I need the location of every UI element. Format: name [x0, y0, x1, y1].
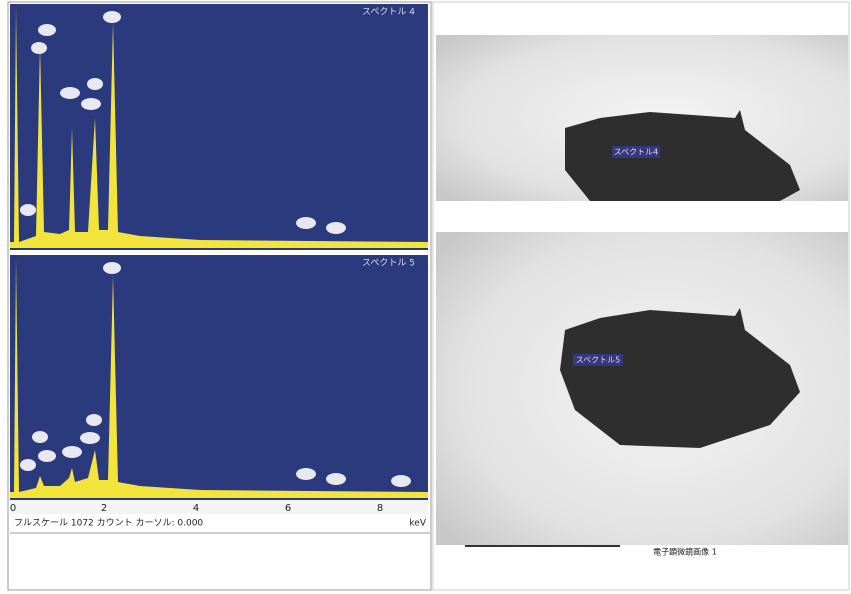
image-label: スペクトル4	[614, 148, 659, 157]
spectrum-1: スペクトル 4	[10, 4, 428, 250]
peak-tags	[20, 11, 346, 234]
right-frame	[432, 1, 850, 591]
left-frame	[7, 1, 432, 591]
spectrum-2: スペクトル 5 0 2 4 6 8 フルスケール 1072 カウント カーソル:…	[10, 255, 430, 534]
axis-strip	[10, 500, 428, 514]
peak-tags	[20, 262, 411, 487]
spectrum-bg	[10, 255, 428, 500]
label-box	[612, 146, 660, 158]
label-box	[573, 354, 623, 366]
footer: フルスケール 1072 カウント カーソル: 0.000	[14, 518, 203, 529]
spectrum-bg	[10, 4, 428, 250]
sem-image-2: スペクトル5 電子顕微鏡画像 1	[436, 232, 848, 557]
tick-label: 8	[377, 503, 383, 514]
particle	[560, 308, 800, 448]
x-axis: 0 2 4 6 8	[10, 503, 383, 514]
spectrum-peaks	[10, 258, 428, 498]
spectrum-peaks	[10, 6, 428, 248]
image-caption: 電子顕微鏡画像 1	[653, 547, 717, 557]
tick-label: 0	[10, 503, 16, 514]
sem-image-1: スペクトル4	[436, 35, 848, 201]
image-label: スペクトル5	[576, 356, 621, 365]
tick-label: 4	[193, 503, 199, 514]
spectrum-label: スペクトル 5	[362, 258, 415, 269]
unit: keV	[409, 519, 426, 529]
spectrum-label: スペクトル 4	[362, 7, 415, 18]
particle	[565, 110, 800, 201]
tick-label: 6	[285, 503, 291, 514]
tick-label: 2	[101, 503, 107, 514]
